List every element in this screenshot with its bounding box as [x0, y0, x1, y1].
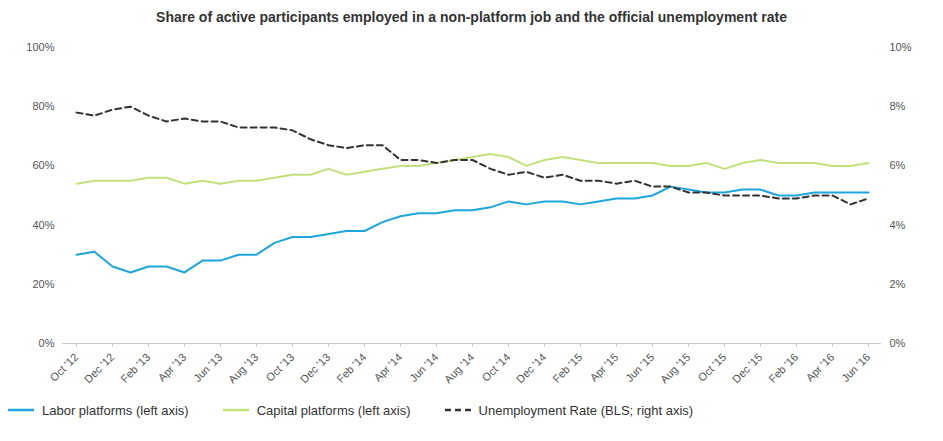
svg-text:Feb '16: Feb '16: [766, 351, 800, 385]
svg-text:Jun '13: Jun '13: [191, 351, 224, 384]
svg-text:20%: 20%: [32, 278, 54, 290]
svg-text:40%: 40%: [32, 219, 54, 231]
svg-text:Feb '14: Feb '14: [334, 351, 368, 385]
svg-text:Aug '15: Aug '15: [658, 351, 693, 386]
html-text:Labor platforms (left axis): Labor platforms (left axis): [42, 402, 189, 418]
svg-text:Jun '14: Jun '14: [407, 351, 440, 384]
html-text:Share of active participants e: Share of active participants employed in…: [156, 9, 787, 25]
svg-text:80%: 80%: [32, 100, 54, 112]
html-text:Capital platforms (left axis): Capital platforms (left axis): [256, 402, 411, 418]
svg-text:Dec '15: Dec '15: [730, 351, 765, 386]
svg-text:6%: 6%: [890, 159, 906, 171]
svg-text:Apr '16: Apr '16: [804, 351, 837, 384]
html-text:Unemployment Rate (BLS; right: Unemployment Rate (BLS; right axis): [478, 402, 694, 418]
svg-text:Apr '14: Apr '14: [372, 351, 405, 384]
svg-text:Jun '16: Jun '16: [839, 351, 872, 384]
svg-text:Dec '12: Dec '12: [82, 351, 117, 386]
svg-text:100%: 100%: [26, 41, 54, 53]
svg-text:Jun '15: Jun '15: [623, 351, 656, 384]
svg-text:60%: 60%: [32, 159, 54, 171]
svg-text:Oct '13: Oct '13: [264, 351, 297, 384]
svg-text:Aug '13: Aug '13: [226, 351, 261, 386]
svg-text:Oct '12: Oct '12: [48, 351, 81, 384]
svg-text:8%: 8%: [890, 100, 906, 112]
svg-text:Apr '15: Apr '15: [588, 351, 621, 384]
svg-text:2%: 2%: [890, 278, 906, 290]
svg-text:Dec '14: Dec '14: [514, 351, 549, 386]
svg-text:Feb '15: Feb '15: [550, 351, 584, 385]
svg-text:Dec '13: Dec '13: [298, 351, 333, 386]
svg-text:10%: 10%: [890, 41, 912, 53]
svg-text:4%: 4%: [890, 219, 906, 231]
svg-text:Oct '15: Oct '15: [696, 351, 729, 384]
svg-text:Oct '14: Oct '14: [480, 351, 513, 384]
svg-text:0%: 0%: [39, 337, 55, 349]
svg-text:Apr '13: Apr '13: [156, 351, 189, 384]
svg-text:0%: 0%: [890, 337, 906, 349]
svg-text:Aug '14: Aug '14: [442, 351, 477, 386]
svg-text:Feb '13: Feb '13: [118, 351, 152, 385]
